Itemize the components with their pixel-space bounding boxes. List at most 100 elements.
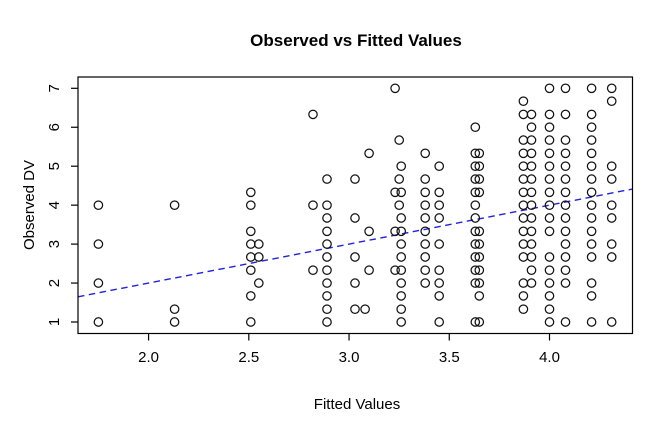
- data-point: [93, 200, 104, 211]
- data-point: [245, 252, 256, 262]
- y-tick-label: 3: [46, 240, 63, 248]
- data-point: [434, 239, 445, 249]
- data-point: [526, 187, 537, 198]
- data-point: [518, 187, 529, 198]
- data-point: [470, 278, 481, 288]
- data-point: [544, 317, 555, 327]
- data-point: [390, 226, 400, 237]
- plot-border-box: [77, 76, 634, 335]
- data-point: [474, 174, 485, 184]
- y-axis-ticks: 1 2 3 4 5 6 7: [46, 84, 78, 326]
- data-point: [420, 174, 431, 184]
- data-point: [394, 200, 405, 211]
- data-point: [470, 187, 481, 198]
- data-point: [518, 109, 529, 120]
- data-point: [470, 239, 481, 249]
- data-point: [169, 317, 180, 327]
- data-point: [586, 161, 597, 172]
- data-point: [322, 200, 332, 211]
- data-point: [390, 265, 400, 276]
- data-point: [586, 239, 597, 249]
- data-point: [253, 252, 264, 262]
- data-point: [434, 187, 445, 198]
- identity-reference-line: [77, 188, 633, 298]
- data-point: [474, 317, 485, 327]
- chart-title: Observed vs Fitted Values: [250, 31, 462, 50]
- data-point: [560, 135, 571, 145]
- data-point: [518, 135, 529, 145]
- y-axis-label: Observed DV: [21, 160, 38, 250]
- data-point: [560, 317, 571, 327]
- data-point: [526, 239, 537, 249]
- data-point: [470, 252, 481, 262]
- data-point: [470, 161, 481, 172]
- data-point: [93, 239, 104, 249]
- data-point: [544, 252, 555, 262]
- data-point: [560, 174, 571, 184]
- data-point: [606, 96, 617, 107]
- data-point: [396, 239, 407, 249]
- data-point: [518, 200, 529, 211]
- data-point: [245, 187, 256, 198]
- data-point: [518, 291, 529, 301]
- data-point: [396, 278, 407, 288]
- data-point: [93, 278, 104, 288]
- data-point: [350, 278, 360, 288]
- data-point: [474, 278, 485, 288]
- data-point: [560, 148, 571, 159]
- data-point: [322, 265, 332, 276]
- data-point: [245, 291, 256, 301]
- data-point: [526, 200, 537, 211]
- data-point: [322, 291, 332, 301]
- data-point: [544, 213, 555, 223]
- data-point: [390, 187, 400, 198]
- y-tick-label: 4: [46, 201, 63, 209]
- data-point: [606, 83, 617, 94]
- data-point: [169, 304, 180, 315]
- data-point: [586, 291, 597, 301]
- data-point: [544, 200, 555, 211]
- data-point: [544, 291, 555, 301]
- data-point: [434, 265, 445, 276]
- data-point: [586, 83, 597, 94]
- data-point: [350, 252, 360, 262]
- data-point: [434, 291, 445, 301]
- data-point: [364, 265, 374, 276]
- data-point: [394, 135, 405, 145]
- x-tick-label: 2.5: [238, 349, 259, 366]
- data-point: [606, 239, 617, 249]
- x-tick-label: 4.0: [539, 349, 560, 366]
- data-point: [396, 304, 407, 315]
- data-point: [350, 304, 360, 315]
- data-point: [434, 200, 445, 211]
- data-point: [544, 109, 555, 120]
- data-point: [544, 161, 555, 172]
- y-tick-label: 6: [46, 123, 63, 131]
- y-tick-label: 2: [46, 279, 63, 287]
- data-point: [526, 265, 537, 276]
- data-point: [364, 226, 374, 237]
- data-point: [560, 161, 571, 172]
- data-point: [586, 213, 597, 223]
- data-point: [360, 304, 370, 315]
- data-point: [518, 148, 529, 159]
- data-point: [474, 161, 485, 172]
- data-point: [526, 252, 537, 262]
- data-point: [526, 226, 537, 237]
- data-point: [518, 239, 529, 249]
- data-point: [474, 187, 485, 198]
- data-point: [420, 148, 431, 159]
- data-point: [420, 265, 431, 276]
- data-point: [474, 252, 485, 262]
- data-point: [470, 213, 481, 223]
- data-point: [470, 174, 481, 184]
- x-tick-label: 3.0: [339, 349, 360, 366]
- data-point: [518, 252, 529, 262]
- data-point: [560, 213, 571, 223]
- y-tick-label: 1: [46, 318, 63, 326]
- x-axis-label: Fitted Values: [314, 396, 400, 413]
- data-point: [544, 187, 555, 198]
- data-point: [544, 278, 555, 288]
- data-point: [474, 226, 485, 237]
- data-point: [308, 109, 318, 120]
